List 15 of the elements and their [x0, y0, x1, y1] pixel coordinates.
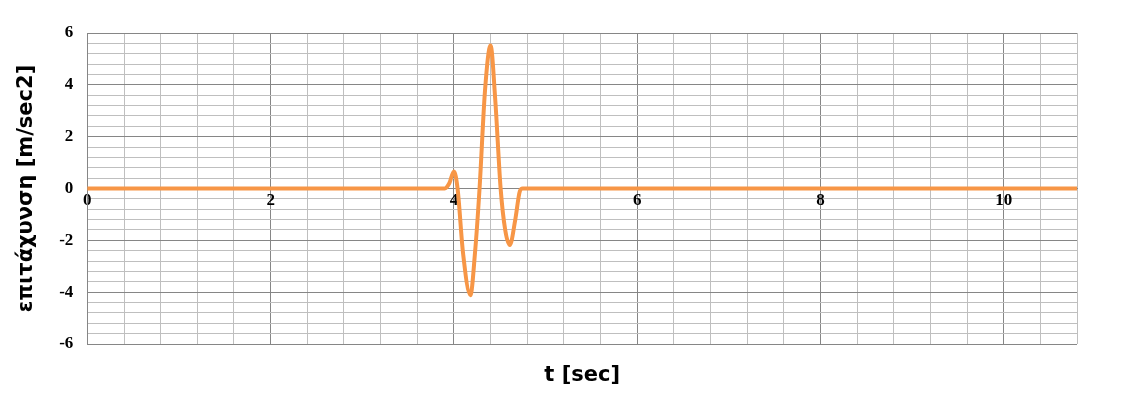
y-tick-label: -6: [59, 333, 74, 353]
x-tick-label: 2: [266, 190, 275, 210]
y-tick-label: 6: [64, 22, 74, 42]
x-tick-label: 10: [995, 190, 1013, 210]
y-tick-label: -2: [59, 229, 74, 249]
y-tick-label: -4: [59, 281, 74, 301]
x-axis-title: t [sec]: [544, 362, 621, 387]
x-tick-label: 0: [83, 190, 92, 210]
y-tick-label: 2: [64, 126, 74, 146]
x-tick-label: 4: [449, 190, 459, 210]
y-axis-title: επιτάχυνση [m/sec2]: [13, 64, 38, 313]
x-tick-label: 6: [632, 190, 642, 210]
y-tick-label: 0: [64, 177, 74, 197]
y-tick-label: 4: [64, 74, 74, 94]
x-tick-label: 8: [816, 190, 825, 210]
